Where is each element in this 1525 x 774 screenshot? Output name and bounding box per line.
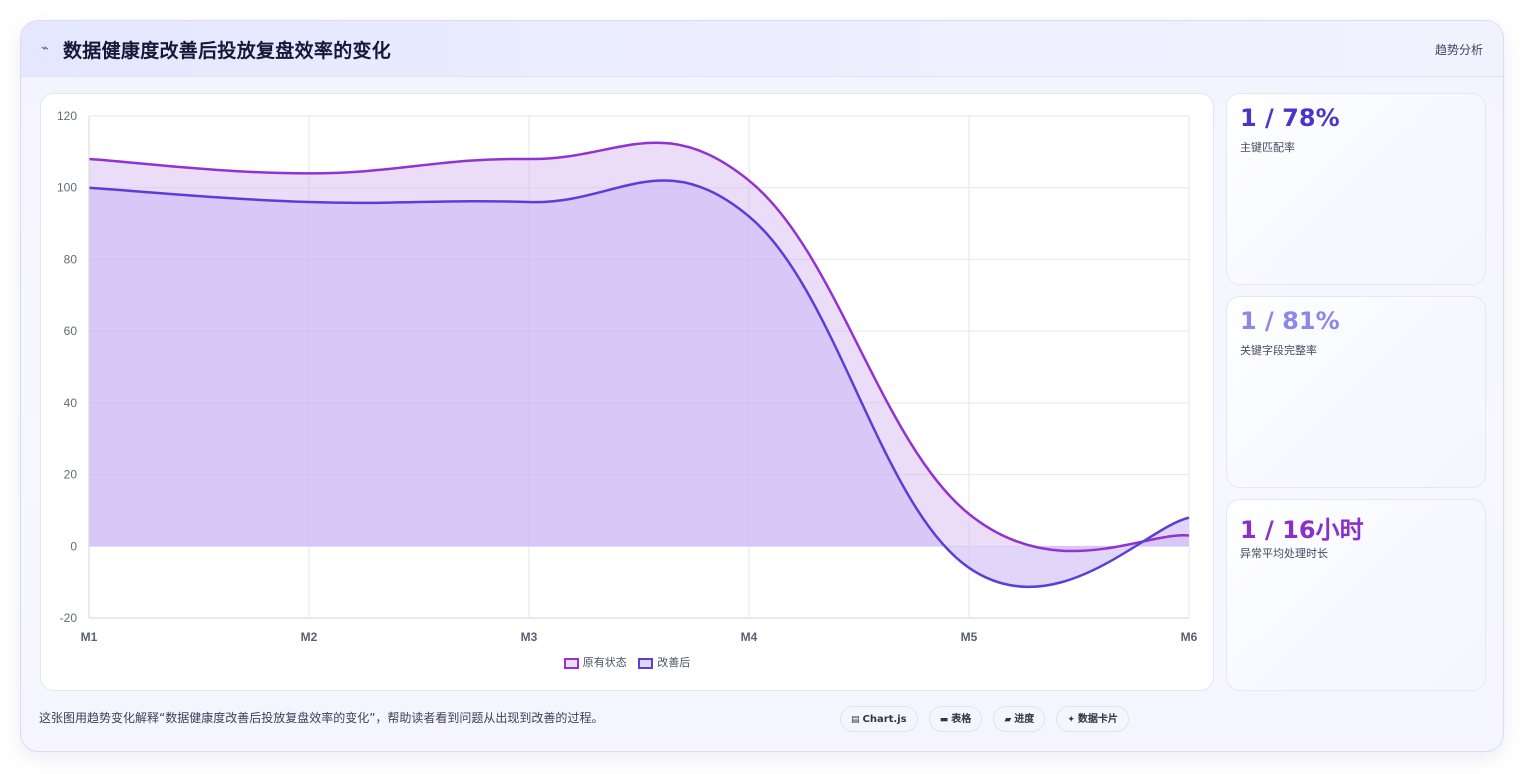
x-tick-label: M6: [1181, 630, 1198, 644]
trend-analysis-tag[interactable]: 趋势分析: [1434, 43, 1483, 57]
chart-legend: 原有状态 改善后: [41, 654, 1213, 670]
kpi-value: 1 / 78%: [1240, 104, 1340, 132]
report-card: ⌁ 数据健康度改善后投放复盘效率的变化 趋势分析 120 100 80 60 40 20 0…: [20, 20, 1504, 752]
kpi-label: 主键匹配率: [1240, 141, 1295, 154]
table-icon: ▬: [939, 715, 949, 725]
chart-caption: 这张图用趋势变化解释“数据健康度改善后投放复盘效率的变化”，帮助读者看到问题从出…: [39, 711, 604, 725]
card-header: ⌁ 数据健康度改善后投放复盘效率的变化 趋势分析: [21, 21, 1503, 77]
kpi-label: 关键字段完整率: [1240, 344, 1317, 357]
chip-chartjs[interactable]: ▤ Chart.js: [840, 706, 918, 732]
y-tick-label: 120: [57, 109, 77, 123]
chip-table[interactable]: ▬ 表格: [928, 706, 983, 732]
y-tick-label: 40: [64, 396, 78, 410]
kpi-value: 1 / 16小时: [1240, 516, 1364, 544]
y-tick-label: 80: [64, 252, 78, 266]
chip-progress[interactable]: ▰ 进度: [993, 706, 1046, 732]
legend-item-before[interactable]: 原有状态: [563, 654, 627, 670]
legend-swatch-after: [638, 657, 654, 669]
y-tick-label: 100: [57, 181, 77, 195]
legend-label-before: 原有状态: [582, 656, 627, 669]
kpi-label: 异常平均处理时长: [1240, 547, 1328, 560]
card-icon: ✦: [1067, 715, 1075, 725]
page-title: 数据健康度改善后投放复盘效率的变化: [63, 40, 392, 62]
progress-icon: ▰: [1004, 715, 1012, 725]
trend-line-icon: ⌁: [41, 41, 49, 56]
x-tick-label: M2: [301, 630, 318, 644]
kpi-card-field-completeness: 1 / 81% 关键字段完整率: [1226, 296, 1486, 488]
kpi-card-key-match: 1 / 78% 主键匹配率: [1226, 93, 1486, 285]
x-tick-label: M3: [521, 630, 538, 644]
chart-panel: 120 100 80 60 40 20 0 -20 M1 M2 M3 M4 M5 M6 原有状态 改善后: [40, 93, 1214, 691]
chip-data-card[interactable]: ✦ 数据卡片: [1056, 706, 1129, 732]
legend-swatch-before: [563, 657, 579, 669]
legend-label-after: 改善后: [657, 656, 691, 669]
y-tick-label: 60: [64, 324, 78, 338]
tech-chips: ▤ Chart.js ▬ 表格 ▰ 进度 ✦ 数据卡片: [840, 706, 1135, 732]
x-tick-label: M4: [741, 630, 758, 644]
x-tick-label: M1: [81, 630, 98, 644]
y-tick-label: 20: [64, 468, 78, 482]
series-before-line: [88, 141, 1190, 553]
y-tick-label: -20: [60, 611, 78, 625]
series-after-area: [89, 180, 1189, 587]
legend-item-after[interactable]: 改善后: [638, 654, 690, 670]
kpi-value: 1 / 81%: [1240, 307, 1340, 335]
chart-icon: ▤: [851, 715, 860, 725]
x-tick-label: M5: [961, 630, 978, 644]
series-after-line: [88, 179, 1190, 589]
kpi-card-anomaly-time: 1 / 16小时 异常平均处理时长: [1226, 499, 1486, 691]
y-tick-label: 0: [70, 539, 77, 553]
